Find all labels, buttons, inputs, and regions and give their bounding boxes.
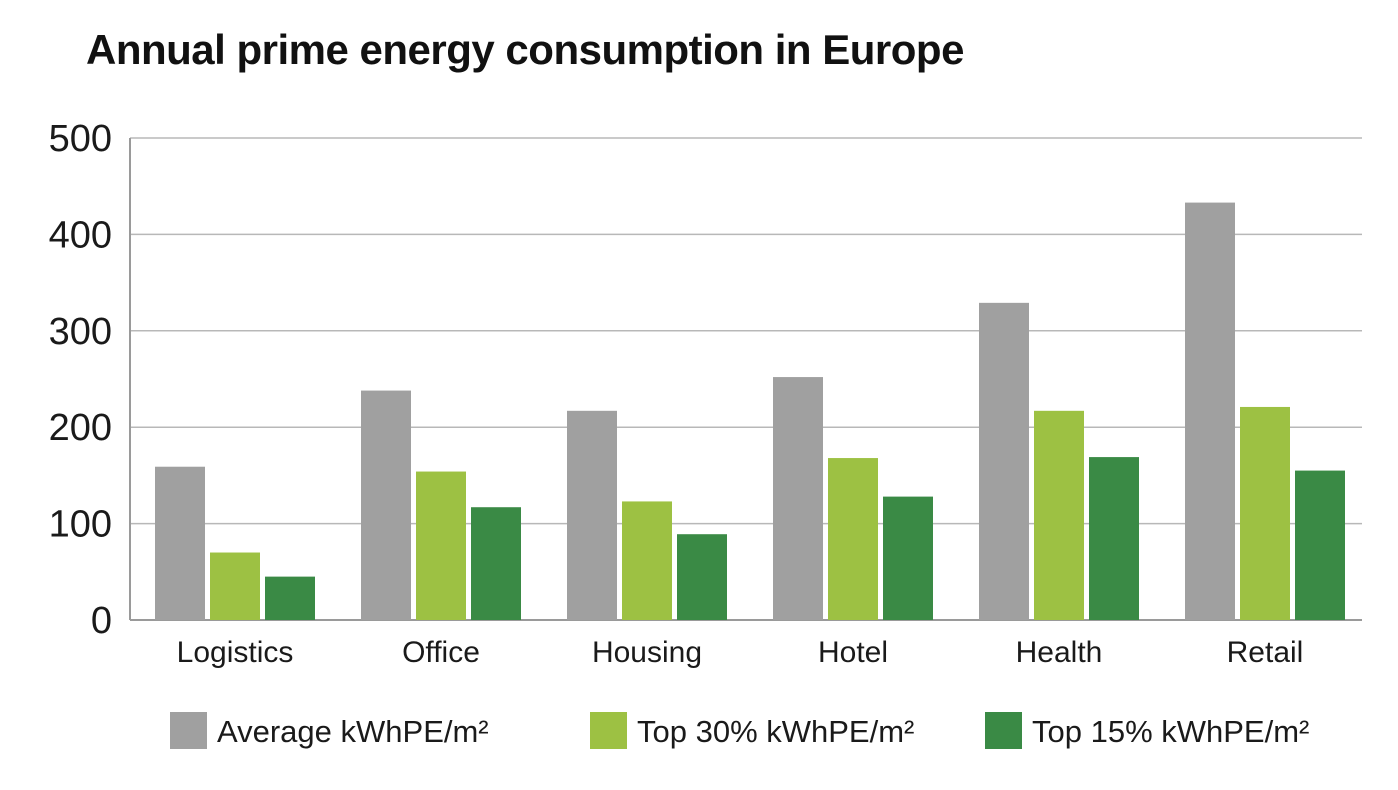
x-category-label: Health [1016,636,1103,669]
bar-logistics-series-2 [210,552,260,620]
bar-hotel-series-2 [828,458,878,620]
legend-label: Top 30% kWhPE/m² [637,714,914,749]
legend-label: Top 15% kWhPE/m² [1032,714,1309,749]
y-tick-label: 300 [49,311,112,353]
bar-logistics-series-1 [155,466,205,620]
legend-label: Average kWhPE/m² [217,714,489,749]
bar-housing-series-2 [622,501,672,620]
bar-office-series-3 [471,507,521,620]
y-tick-label: 100 [49,504,112,546]
bar-housing-series-1 [567,410,617,620]
bar-hotel-series-1 [773,377,823,620]
bar-retail-series-1 [1185,202,1235,620]
x-category-label: Retail [1227,636,1304,669]
chart-title: Annual prime energy consumption in Europ… [86,26,964,73]
x-category-label: Office [402,636,480,669]
x-axis-category-labels: Logistics Office Housing Hotel Health Retail [177,636,1304,669]
axes [129,138,1362,621]
bar-office-series-1 [361,390,411,620]
legend-swatch [170,712,207,749]
legend: Average kWhPE/m² Top 30% kWhPE/m² Top 15% … [170,712,1309,749]
y-axis-tick-labels: 0 100 200 300 400 500 [49,118,112,642]
bar-hotel-series-3 [883,496,933,620]
bar-logistics-series-3 [265,576,315,620]
y-tick-label: 0 [91,600,112,642]
x-category-label: Hotel [818,636,888,669]
gridlines [130,137,1362,525]
x-category-label: Housing [592,636,702,669]
legend-swatch [590,712,627,749]
y-tick-label: 500 [49,118,112,160]
x-category-label: Logistics [177,636,294,669]
bar-retail-series-3 [1295,470,1345,620]
bar-health-series-3 [1089,457,1139,620]
bars [155,202,1345,620]
bar-health-series-1 [979,302,1029,620]
y-tick-label: 200 [49,407,112,449]
bar-retail-series-2 [1240,406,1290,620]
bar-housing-series-3 [677,534,727,620]
bar-health-series-2 [1034,410,1084,620]
legend-swatch [985,712,1022,749]
y-tick-label: 400 [49,214,112,256]
bar-office-series-2 [416,471,466,620]
